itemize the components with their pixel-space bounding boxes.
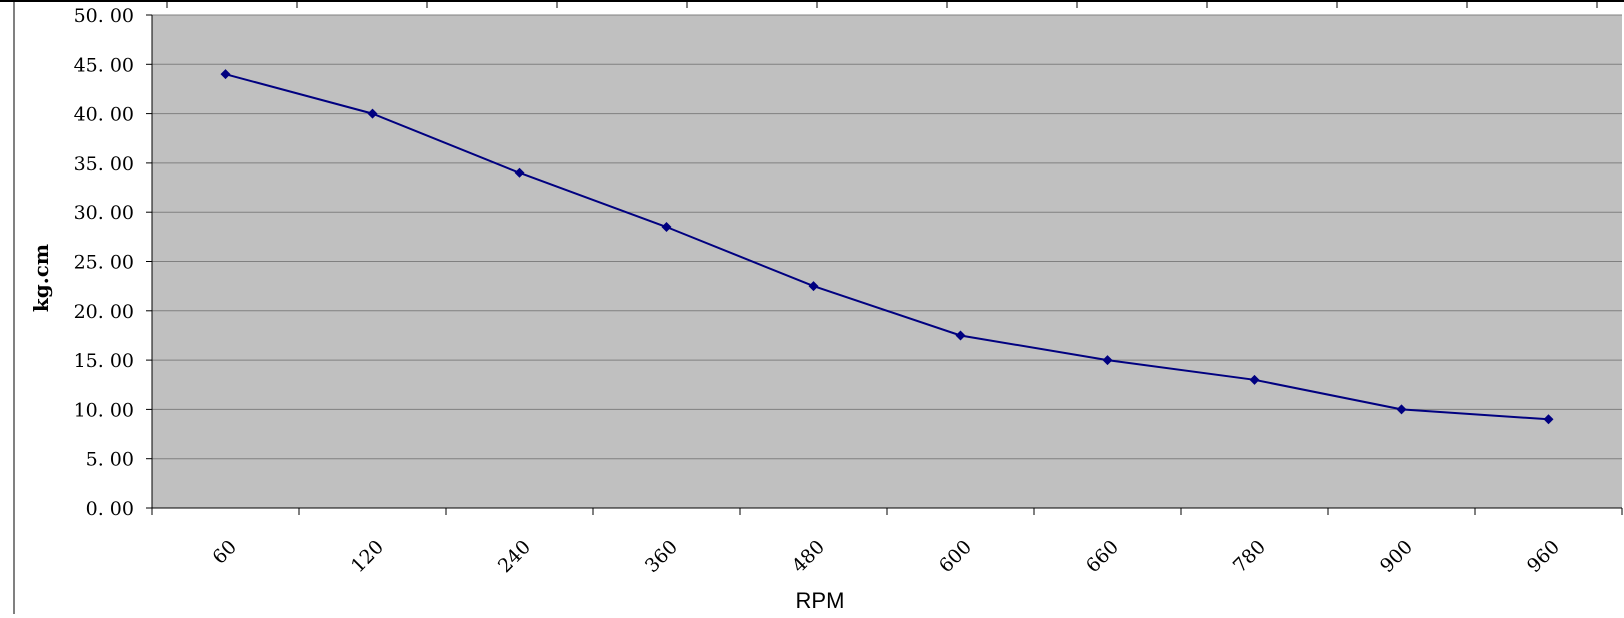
axes — [146, 14, 1623, 515]
data-point-marker — [220, 69, 231, 80]
series-group — [220, 69, 1554, 425]
data-point-marker — [1396, 404, 1407, 415]
data-point-marker — [367, 108, 378, 119]
x-tick-label: 360 — [641, 536, 682, 577]
x-tick-labels: 60 120 240 360 480 600 660 780 900 960 — [208, 536, 1564, 577]
x-axis-label: RPM — [796, 588, 845, 613]
data-point-marker — [661, 221, 672, 232]
data-point-marker — [514, 167, 525, 178]
data-point-marker — [1543, 414, 1554, 425]
x-tick-label: 960 — [1523, 536, 1564, 577]
x-tick-label: 120 — [347, 536, 388, 577]
x-tick-label: 600 — [935, 536, 976, 577]
y-tick-label: 20. 00 — [74, 301, 134, 323]
y-tick-label: 10. 00 — [74, 399, 134, 421]
y-tick-label: 45. 00 — [74, 54, 134, 76]
y-tick-label: 30. 00 — [74, 202, 134, 224]
y-tick-label: 50. 00 — [74, 5, 134, 27]
series-line — [225, 73, 1549, 421]
y-tick-labels: 0. 00 5. 00 10. 00 15. 00 20. 00 25. 00 30. 00… — [74, 5, 134, 520]
x-tick-label: 60 — [208, 536, 241, 569]
y-tick-label: 25. 00 — [74, 252, 134, 274]
y-axis-label: kg.cm — [29, 244, 53, 312]
x-tick-label: 780 — [1229, 536, 1270, 577]
x-tick-label: 480 — [788, 536, 829, 577]
data-point-marker — [1102, 355, 1113, 366]
y-tick-label: 5. 00 — [86, 449, 134, 471]
x-tick-label: 240 — [494, 536, 535, 577]
gridlines — [152, 14, 1622, 460]
data-point-marker — [1249, 374, 1260, 385]
data-point-marker — [955, 330, 966, 341]
y-tick-label: 35. 00 — [74, 153, 134, 175]
y-tick-label: 40. 00 — [74, 104, 134, 126]
x-tick-label: 660 — [1082, 536, 1123, 577]
y-tick-label: 0. 00 — [86, 498, 134, 520]
y-tick-label: 15. 00 — [74, 350, 134, 372]
data-point-marker — [808, 281, 819, 292]
x-tick-label: 900 — [1376, 536, 1417, 577]
